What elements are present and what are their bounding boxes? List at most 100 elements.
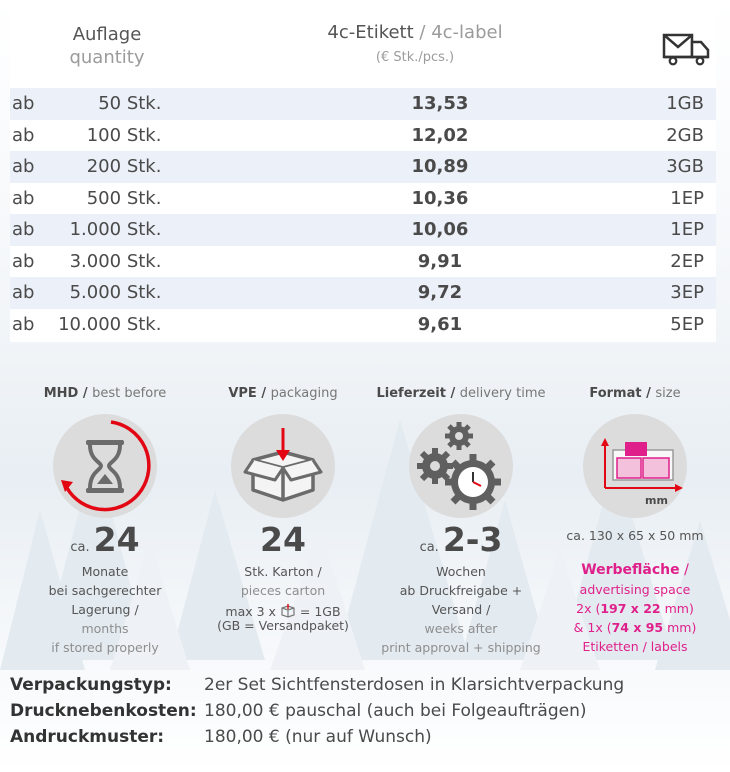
mhd-title-en: best before	[92, 386, 167, 401]
row-prefix: ab	[12, 282, 35, 304]
row-quantity: 200 Stk.	[86, 156, 162, 178]
row-shipping: 1EP	[670, 219, 704, 241]
delivery-title-en: delivery time	[459, 386, 546, 401]
quantity-header: Auflage quantity	[62, 24, 152, 68]
delivery-line1: Wochen	[436, 564, 486, 579]
delivery-title-de: Lieferzeit	[376, 386, 446, 401]
vpe-line1: Stk. Karton /	[244, 564, 322, 579]
spec-row: Drucknebenkosten: 180,00 € pauschal (auc…	[10, 698, 720, 724]
ad-line1-c: mm)	[660, 601, 694, 616]
ad-line2-b: 74 x 95	[611, 620, 664, 635]
row-shipping: 1GB	[666, 93, 704, 115]
row-price: 9,61	[417, 313, 463, 335]
spec-key: Verpackungstyp:	[10, 675, 172, 695]
row-quantity: 50 Stk.	[98, 93, 162, 115]
vpe-title-de: VPE	[228, 386, 257, 401]
row-shipping: 2GB	[666, 124, 704, 146]
mm-label: mm	[645, 494, 668, 507]
mhd-line2: bei sachgerechter Lagerung /	[48, 583, 162, 617]
price-rows: ab 50 Stk. 13,53 1GB ab 100 Stk. 12,02 2…	[10, 88, 716, 340]
spec-row: Verpackungstyp: 2er Set Sichtfensterdose…	[10, 672, 720, 698]
table-row: ab 100 Stk. 12,02 2GB	[10, 120, 716, 152]
delivery-value-block: ca. 2-3	[376, 520, 546, 562]
ad-line3: Etiketten / labels	[582, 639, 688, 654]
row-price: 9,72	[417, 282, 463, 304]
quantity-header-de: Auflage	[72, 24, 142, 45]
row-prefix: ab	[12, 124, 35, 146]
row-price: 9,91	[417, 250, 463, 272]
mhd-title: MHD / best before	[43, 386, 167, 401]
spec-value: 180,00 € pauschal (auch bei Folgeaufträg…	[204, 701, 587, 721]
gears-clock-icon	[409, 414, 513, 518]
row-prefix: ab	[12, 219, 35, 241]
row-shipping: 2EP	[670, 250, 704, 272]
ad-line2: & 1x (74 x 95 mm)	[550, 618, 720, 637]
vpe-value: 24	[260, 520, 306, 559]
vpe-title: VPE / packaging	[228, 386, 338, 401]
spec-value: 2er Set Sichtfensterdosen in Klarsichtve…	[204, 675, 625, 695]
winter-tree-background	[0, 420, 730, 670]
spec-row: Andruckmuster: 180,00 € (nur auf Wunsch)	[10, 724, 720, 750]
row-prefix: ab	[12, 93, 35, 115]
row-shipping: 3EP	[670, 282, 704, 304]
ad-title-line: Werbefläche /	[550, 561, 720, 580]
price-unit: (€ Stk./pcs.)	[375, 50, 455, 65]
format-dimensions: ca. 130 x 65 x 50 mm	[566, 528, 704, 543]
vpe-line2: pieces carton	[240, 583, 326, 598]
mhd-prefix: ca.	[70, 540, 90, 555]
ad-line2-c: mm)	[663, 620, 697, 635]
spec-key: Drucknebenkosten:	[10, 701, 197, 721]
format-title-en: size	[655, 386, 681, 401]
mhd-title-de: MHD	[43, 386, 79, 401]
vpe-line3-b: = 1GB	[299, 604, 341, 619]
row-shipping: 1EP	[670, 187, 704, 209]
format-info: Format / size mm ca. 130 x 65 x 50 mm We…	[550, 386, 720, 656]
table-row: ab 5.000 Stk. 9,72 3EP	[10, 277, 716, 309]
delivery-line4: print approval + shipping	[381, 640, 541, 655]
ad-en: advertising space	[579, 582, 691, 597]
vpe-info: VPE / packaging 24 Stk. Karton / pieces …	[198, 386, 368, 633]
table-row: ab 500 Stk. 10,36 1EP	[10, 183, 716, 215]
table-row: ab 200 Stk. 10,89 3GB	[10, 151, 716, 183]
delivery-prefix: ca.	[419, 540, 439, 555]
ad-line1-a: 2x (	[576, 601, 601, 616]
row-shipping: 3GB	[666, 156, 704, 178]
row-quantity: 1.000 Stk.	[69, 219, 162, 241]
mhd-line4: if stored properly	[51, 640, 159, 655]
spec-key: Andruckmuster:	[10, 727, 165, 747]
mhd-info: MHD / best before ca. 24 Monate bei sach…	[20, 386, 190, 657]
box-icon	[231, 414, 335, 518]
row-price: 10,89	[411, 156, 469, 178]
delivery-value: 2-3	[442, 520, 503, 559]
delivery-line3: weeks after	[424, 621, 498, 636]
mhd-line3: months	[81, 621, 129, 636]
row-price: 10,36	[411, 187, 469, 209]
row-quantity: 5.000 Stk.	[69, 282, 162, 304]
vpe-line4: (GB = Versandpaket)	[217, 618, 349, 633]
row-quantity: 10.000 Stk.	[58, 313, 162, 335]
row-quantity: 100 Stk.	[86, 124, 162, 146]
mhd-value: 24	[93, 520, 140, 559]
table-row: ab 3.000 Stk. 9,91 2EP	[10, 246, 716, 278]
table-row: ab 10.000 Stk. 9,61 5EP	[10, 309, 716, 341]
row-prefix: ab	[12, 156, 35, 178]
delivery-title: Lieferzeit / delivery time	[376, 386, 546, 401]
mhd-line1: Monate	[81, 564, 129, 579]
table-row: ab 1.000 Stk. 10,06 1EP	[10, 214, 716, 246]
price-header-en: 4c-label	[431, 22, 503, 43]
spec-list: Verpackungstyp: 2er Set Sichtfensterdose…	[10, 672, 720, 750]
box-dimensions-icon: mm	[583, 414, 687, 518]
ad-title: Werbefläche	[581, 562, 680, 578]
mhd-value-block: ca. 24	[20, 520, 190, 562]
row-prefix: ab	[12, 313, 35, 335]
row-price: 10,06	[411, 219, 469, 241]
vpe-title-en: packaging	[270, 386, 338, 401]
quantity-header-en: quantity	[69, 47, 145, 68]
small-box-icon	[281, 604, 295, 618]
ad-line2-a: & 1x (	[573, 620, 612, 635]
format-title: Format / size	[589, 386, 681, 401]
row-price: 12,02	[411, 124, 469, 146]
ad-title-sep: /	[679, 562, 689, 578]
ad-line1: 2x (197 x 22 mm)	[550, 599, 720, 618]
vpe-line3: max 3 x = 1GB	[198, 604, 368, 619]
